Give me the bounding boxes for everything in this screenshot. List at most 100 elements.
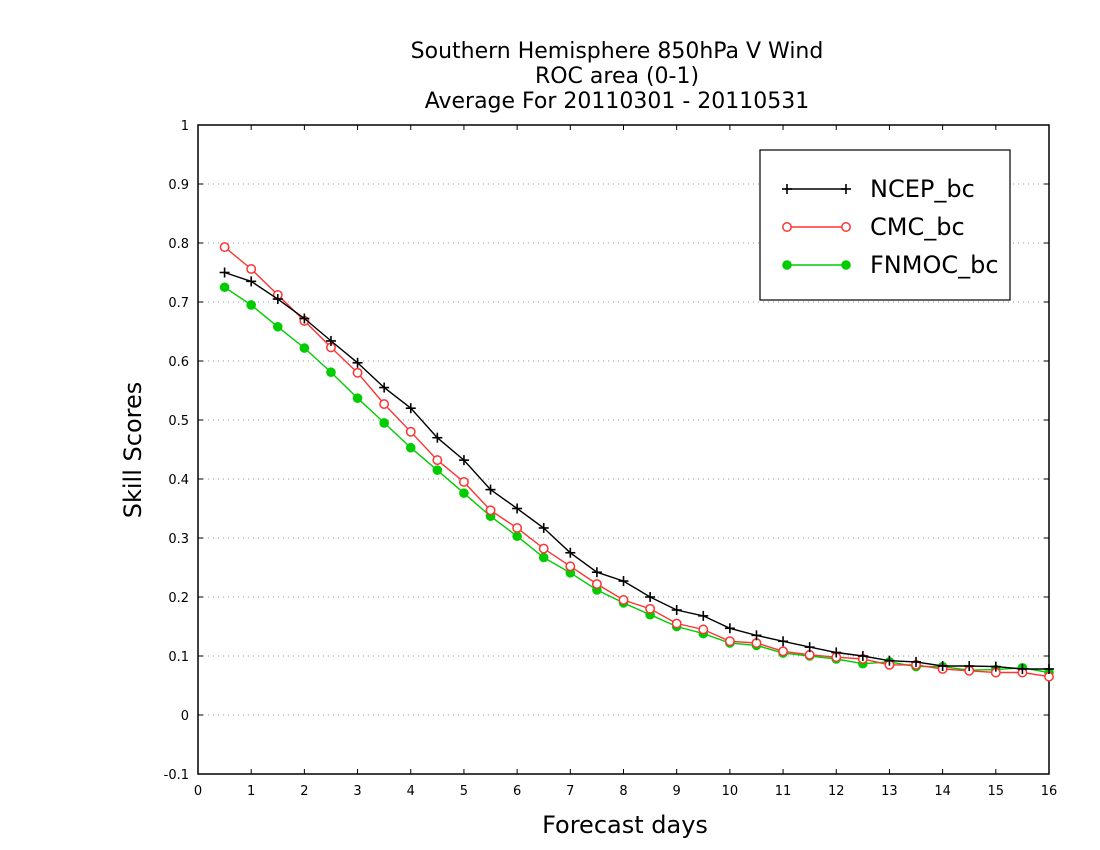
data-point [831, 647, 842, 658]
title-line-2: ROC area (0-1) [535, 64, 699, 89]
data-point [884, 655, 895, 666]
series-line [224, 246, 1050, 678]
x-axis: 0 1 2 3 4 5 6 7 8 9 10 11 12 13 14 15 16 [194, 125, 1057, 799]
data-point [724, 636, 735, 647]
x-tick-label: 9 [673, 784, 681, 799]
data-point [512, 523, 523, 533]
data-point [841, 184, 851, 194]
data-point [565, 547, 576, 558]
y-tick-label: 0.1 [168, 650, 189, 665]
y-axis: -0.1 0 0.1 0.2 0.3 0.4 0.5 0.6 0.7 0.8 0.9 1 [164, 119, 1049, 783]
y-tick-label: 0.6 [168, 355, 189, 370]
data-point [911, 656, 922, 667]
title-line-1: Southern Hemisphere 850hPa V Wind [411, 39, 824, 64]
x-tick-label: 6 [513, 784, 521, 799]
legend-item: NCEP_bc [782, 175, 975, 203]
x-tick-label: 11 [775, 784, 792, 799]
data-point [782, 222, 792, 232]
data-point [458, 455, 469, 466]
y-tick-label: 0.7 [168, 296, 189, 311]
data-point [352, 357, 363, 368]
y-tick-label: 0.9 [168, 178, 189, 193]
data-point [246, 300, 256, 310]
series-CMC_bc [219, 242, 1054, 682]
data-point [782, 260, 792, 270]
data-point [246, 264, 257, 274]
x-tick-label: 13 [881, 784, 898, 799]
series-NCEP_bc [219, 267, 1054, 674]
data-point [432, 432, 443, 443]
data-point [671, 618, 682, 629]
data-point [964, 661, 975, 672]
x-tick-label: 0 [194, 784, 202, 799]
data-point [219, 282, 230, 293]
legend: NCEP_bc CMC_bc FNMOC_bc [759, 149, 1011, 301]
data-point [591, 579, 602, 589]
data-point [778, 636, 789, 647]
data-point [1044, 663, 1054, 674]
data-point [618, 595, 629, 605]
data-point [512, 503, 523, 514]
data-point [379, 418, 389, 428]
data-point [379, 382, 390, 393]
data-point [645, 603, 656, 614]
data-point [538, 543, 549, 554]
x-tick-label: 8 [619, 784, 627, 799]
x-tick-label: 10 [722, 784, 739, 799]
data-point [219, 267, 230, 278]
data-point [804, 642, 815, 653]
data-point [937, 661, 948, 672]
data-point [485, 484, 496, 495]
data-point [857, 651, 868, 661]
x-tick-label: 14 [934, 784, 951, 799]
x-tick-label: 5 [460, 784, 468, 799]
y-tick-label: -0.1 [164, 768, 189, 783]
data-point [538, 552, 549, 563]
data-point [591, 567, 602, 578]
data-point [618, 576, 629, 587]
data-point [565, 561, 576, 572]
y-tick-label: 0.3 [168, 532, 189, 547]
x-tick-label: 3 [353, 784, 361, 799]
y-axis-label: Skill Scores [119, 382, 147, 519]
data-point [782, 184, 792, 194]
series-FNMOC_bc [219, 282, 1054, 678]
data-point [459, 488, 469, 498]
x-tick-label: 15 [988, 784, 1005, 799]
x-axis-label: Forecast days [542, 811, 708, 839]
x-tick-label: 12 [828, 784, 845, 799]
series-line [224, 286, 1050, 674]
x-tick-label: 1 [247, 784, 255, 799]
legend-label: CMC_bc [870, 213, 965, 241]
y-tick-label: 0.4 [168, 473, 189, 488]
data-point [990, 661, 1001, 672]
data-point [841, 222, 851, 232]
data-point [405, 403, 416, 414]
title-line-3: Average For 20110301 - 20110531 [425, 89, 810, 114]
y-tick-label: 0 [181, 709, 189, 724]
data-point [432, 465, 443, 475]
x-tick-label: 7 [566, 784, 574, 799]
data-point [698, 610, 709, 621]
data-point [272, 294, 283, 305]
data-point [751, 630, 762, 641]
series-layer [219, 242, 1054, 682]
data-point [219, 242, 230, 253]
legend-item: CMC_bc [782, 213, 965, 241]
data-point [405, 426, 416, 437]
data-point [538, 522, 549, 533]
data-point [698, 624, 709, 635]
chart-title: Southern Hemisphere 850hPa V Wind ROC ar… [411, 39, 824, 114]
data-point [485, 505, 496, 516]
data-point [379, 399, 390, 410]
data-point [352, 393, 363, 403]
data-point [645, 592, 656, 602]
data-point [778, 646, 789, 657]
data-point [326, 367, 336, 378]
x-tick-label: 2 [300, 784, 308, 799]
data-point [671, 604, 682, 615]
x-tick-label: 4 [407, 784, 415, 799]
y-tick-label: 0.5 [168, 414, 189, 429]
y-tick-label: 1 [181, 119, 189, 134]
